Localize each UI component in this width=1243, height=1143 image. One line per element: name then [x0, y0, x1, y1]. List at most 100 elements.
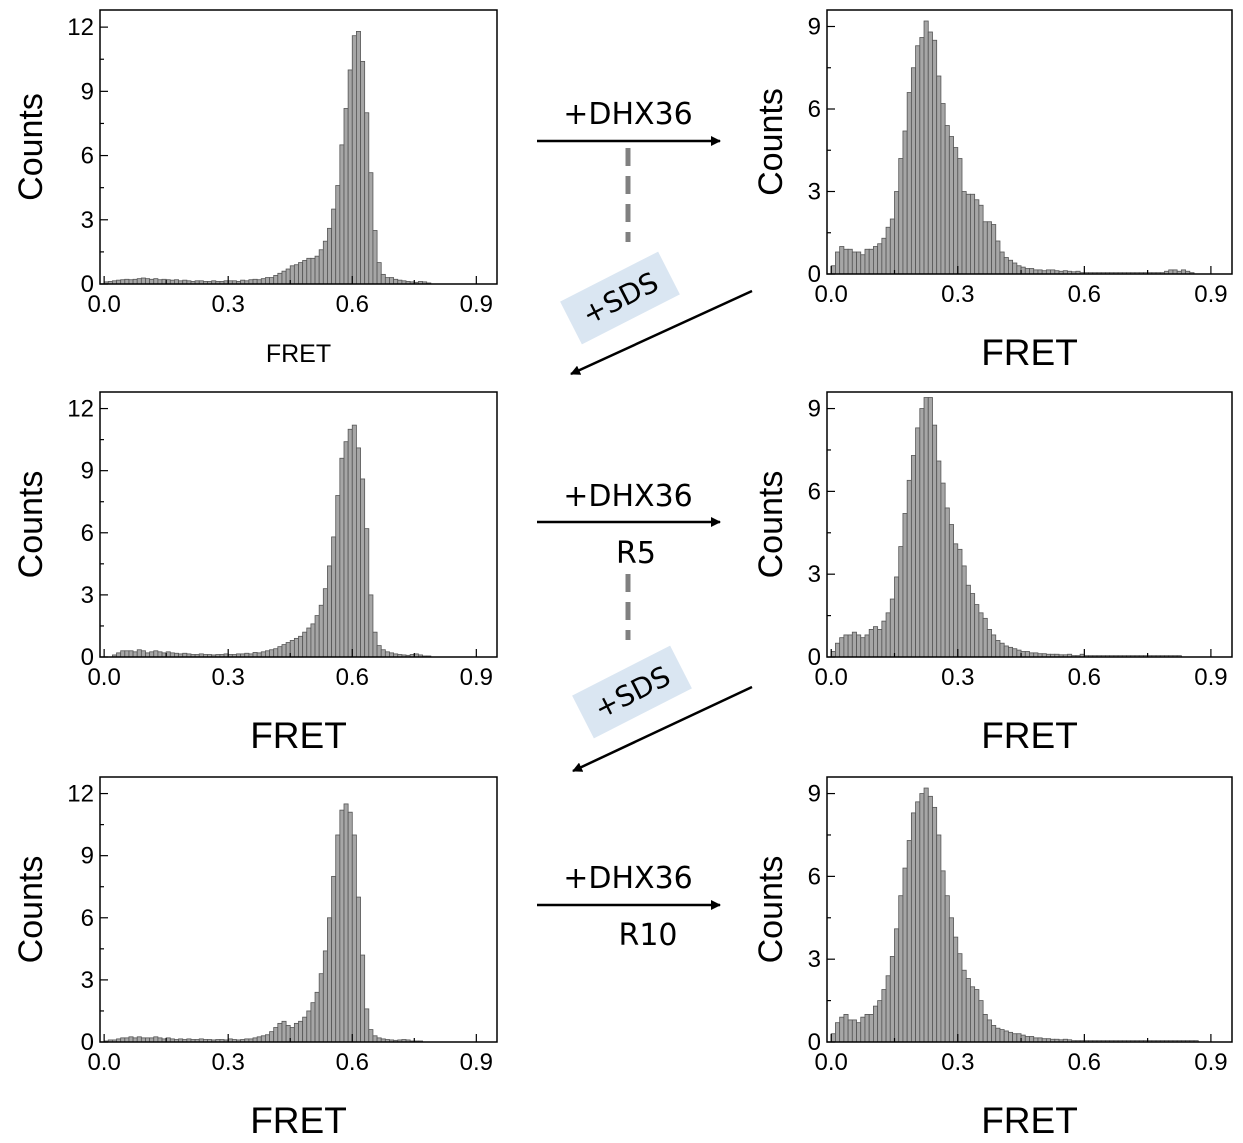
x-axis-title: FRET	[981, 715, 1078, 756]
histogram-bar	[881, 620, 887, 658]
histogram-bar	[953, 147, 959, 275]
histogram-bar	[970, 193, 976, 275]
condition-sublabel: R10	[618, 918, 677, 953]
histogram-bar	[970, 593, 976, 658]
histogram-bar	[331, 536, 337, 658]
histogram-bar	[864, 634, 870, 658]
histogram-bar	[1020, 1034, 1026, 1043]
histogram-bar	[256, 1036, 262, 1043]
histogram-bar	[923, 787, 929, 1043]
histogram-bar	[835, 1022, 841, 1043]
x-tick-label: 0.3	[941, 281, 974, 308]
histogram-bar	[835, 642, 841, 658]
histogram-bar	[927, 31, 933, 275]
histogram-bar	[260, 1035, 266, 1043]
histogram-bar	[932, 806, 938, 1043]
histogram-bar	[868, 1014, 874, 1043]
histogram-bar	[376, 262, 382, 285]
y-tick-label: 12	[67, 396, 94, 423]
histogram-bar	[885, 975, 891, 1043]
x-tick-label: 0.3	[212, 1049, 245, 1076]
histogram-bar	[281, 270, 287, 285]
histogram-bar	[322, 240, 328, 285]
histogram-bar	[289, 265, 295, 285]
y-tick-label: 6	[81, 143, 94, 170]
histogram-bar	[923, 20, 929, 275]
histogram-bar	[298, 1020, 304, 1043]
histogram-bar	[372, 230, 378, 285]
histogram-bar	[293, 1022, 299, 1043]
x-tick-label: 0.0	[815, 281, 848, 308]
histogram-bar	[132, 651, 138, 658]
histogram-bar	[970, 986, 976, 1043]
plot-frame	[99, 391, 498, 658]
histogram-bar	[265, 650, 270, 658]
histogram-bar	[298, 262, 304, 285]
x-tick-label: 0.9	[460, 1049, 493, 1076]
x-tick-label: 0.9	[1194, 281, 1227, 308]
histogram-bar	[999, 1029, 1005, 1043]
histogram-bar	[910, 812, 917, 1043]
histogram-bar	[347, 811, 353, 1043]
histogram-bar	[1020, 651, 1026, 658]
x-tick-label: 0.0	[87, 1049, 120, 1076]
histogram-bar	[856, 1022, 862, 1043]
y-tick-label: 0	[808, 1029, 821, 1056]
histogram-panel: 0.0 0.3 0.6 0.9 0 3 6 9 12 FRET Counts	[12, 776, 498, 1141]
y-tick-label: 9	[81, 458, 94, 485]
histogram-bar	[1012, 1033, 1018, 1043]
histogram-panel: 0.0 0.3 0.6 0.9 0 3 6 9 12 FRET Counts	[12, 9, 498, 368]
histogram-bar	[289, 1027, 295, 1043]
histogram-bar	[376, 645, 382, 658]
histogram-bar	[910, 67, 917, 275]
histogram-bar	[953, 936, 959, 1043]
histogram-bar	[999, 251, 1005, 275]
histogram-bar	[1003, 257, 1009, 275]
histogram-bar	[932, 39, 938, 275]
plot-frame	[826, 391, 1233, 658]
histogram-bar	[343, 803, 349, 1043]
histogram-bar	[364, 528, 370, 658]
histogram-bar	[260, 278, 266, 285]
histogram-bar	[339, 457, 345, 658]
histogram-bar	[847, 248, 853, 275]
y-tick-label: 9	[808, 396, 821, 423]
x-tick-label: 0.9	[460, 664, 493, 691]
histogram-bar	[995, 1027, 1001, 1043]
histogram-bar	[368, 172, 374, 285]
x-tick-label: 0.6	[336, 291, 369, 318]
histogram-bar	[982, 221, 988, 275]
x-tick-label: 0.6	[1068, 1049, 1101, 1076]
histogram-bar	[889, 218, 895, 275]
histogram-bar	[982, 1014, 988, 1043]
histogram-bar	[372, 631, 378, 658]
histogram-bar	[380, 273, 386, 285]
histogram-bar	[302, 631, 308, 658]
x-tick-label: 0.6	[1068, 281, 1101, 308]
histogram-bar	[986, 221, 992, 275]
histogram-bar	[273, 648, 279, 658]
histogram-bar	[384, 651, 390, 658]
y-tick-label: 6	[808, 96, 821, 123]
histogram-bar	[327, 227, 332, 285]
histogram-bar	[1012, 648, 1018, 658]
histogram-bar	[1016, 649, 1022, 658]
histogram-bar	[355, 896, 361, 1043]
histogram-bar	[961, 191, 967, 275]
histogram-bar	[364, 1008, 370, 1043]
histogram-bar	[318, 249, 324, 285]
histogram-bar	[851, 631, 857, 658]
histogram-bar	[936, 460, 942, 658]
sds-box-background	[560, 251, 680, 345]
histogram-bar	[269, 649, 275, 658]
histogram-bar	[868, 248, 874, 275]
histogram-bar	[153, 1036, 159, 1043]
x-tick-label: 0.0	[87, 291, 120, 318]
histogram-bar	[273, 1027, 279, 1043]
histogram-bar	[965, 978, 971, 1043]
histogram-bar	[974, 199, 980, 275]
histogram-bar	[360, 60, 366, 285]
histogram-bar	[389, 277, 395, 285]
histogram-bar	[923, 397, 929, 658]
